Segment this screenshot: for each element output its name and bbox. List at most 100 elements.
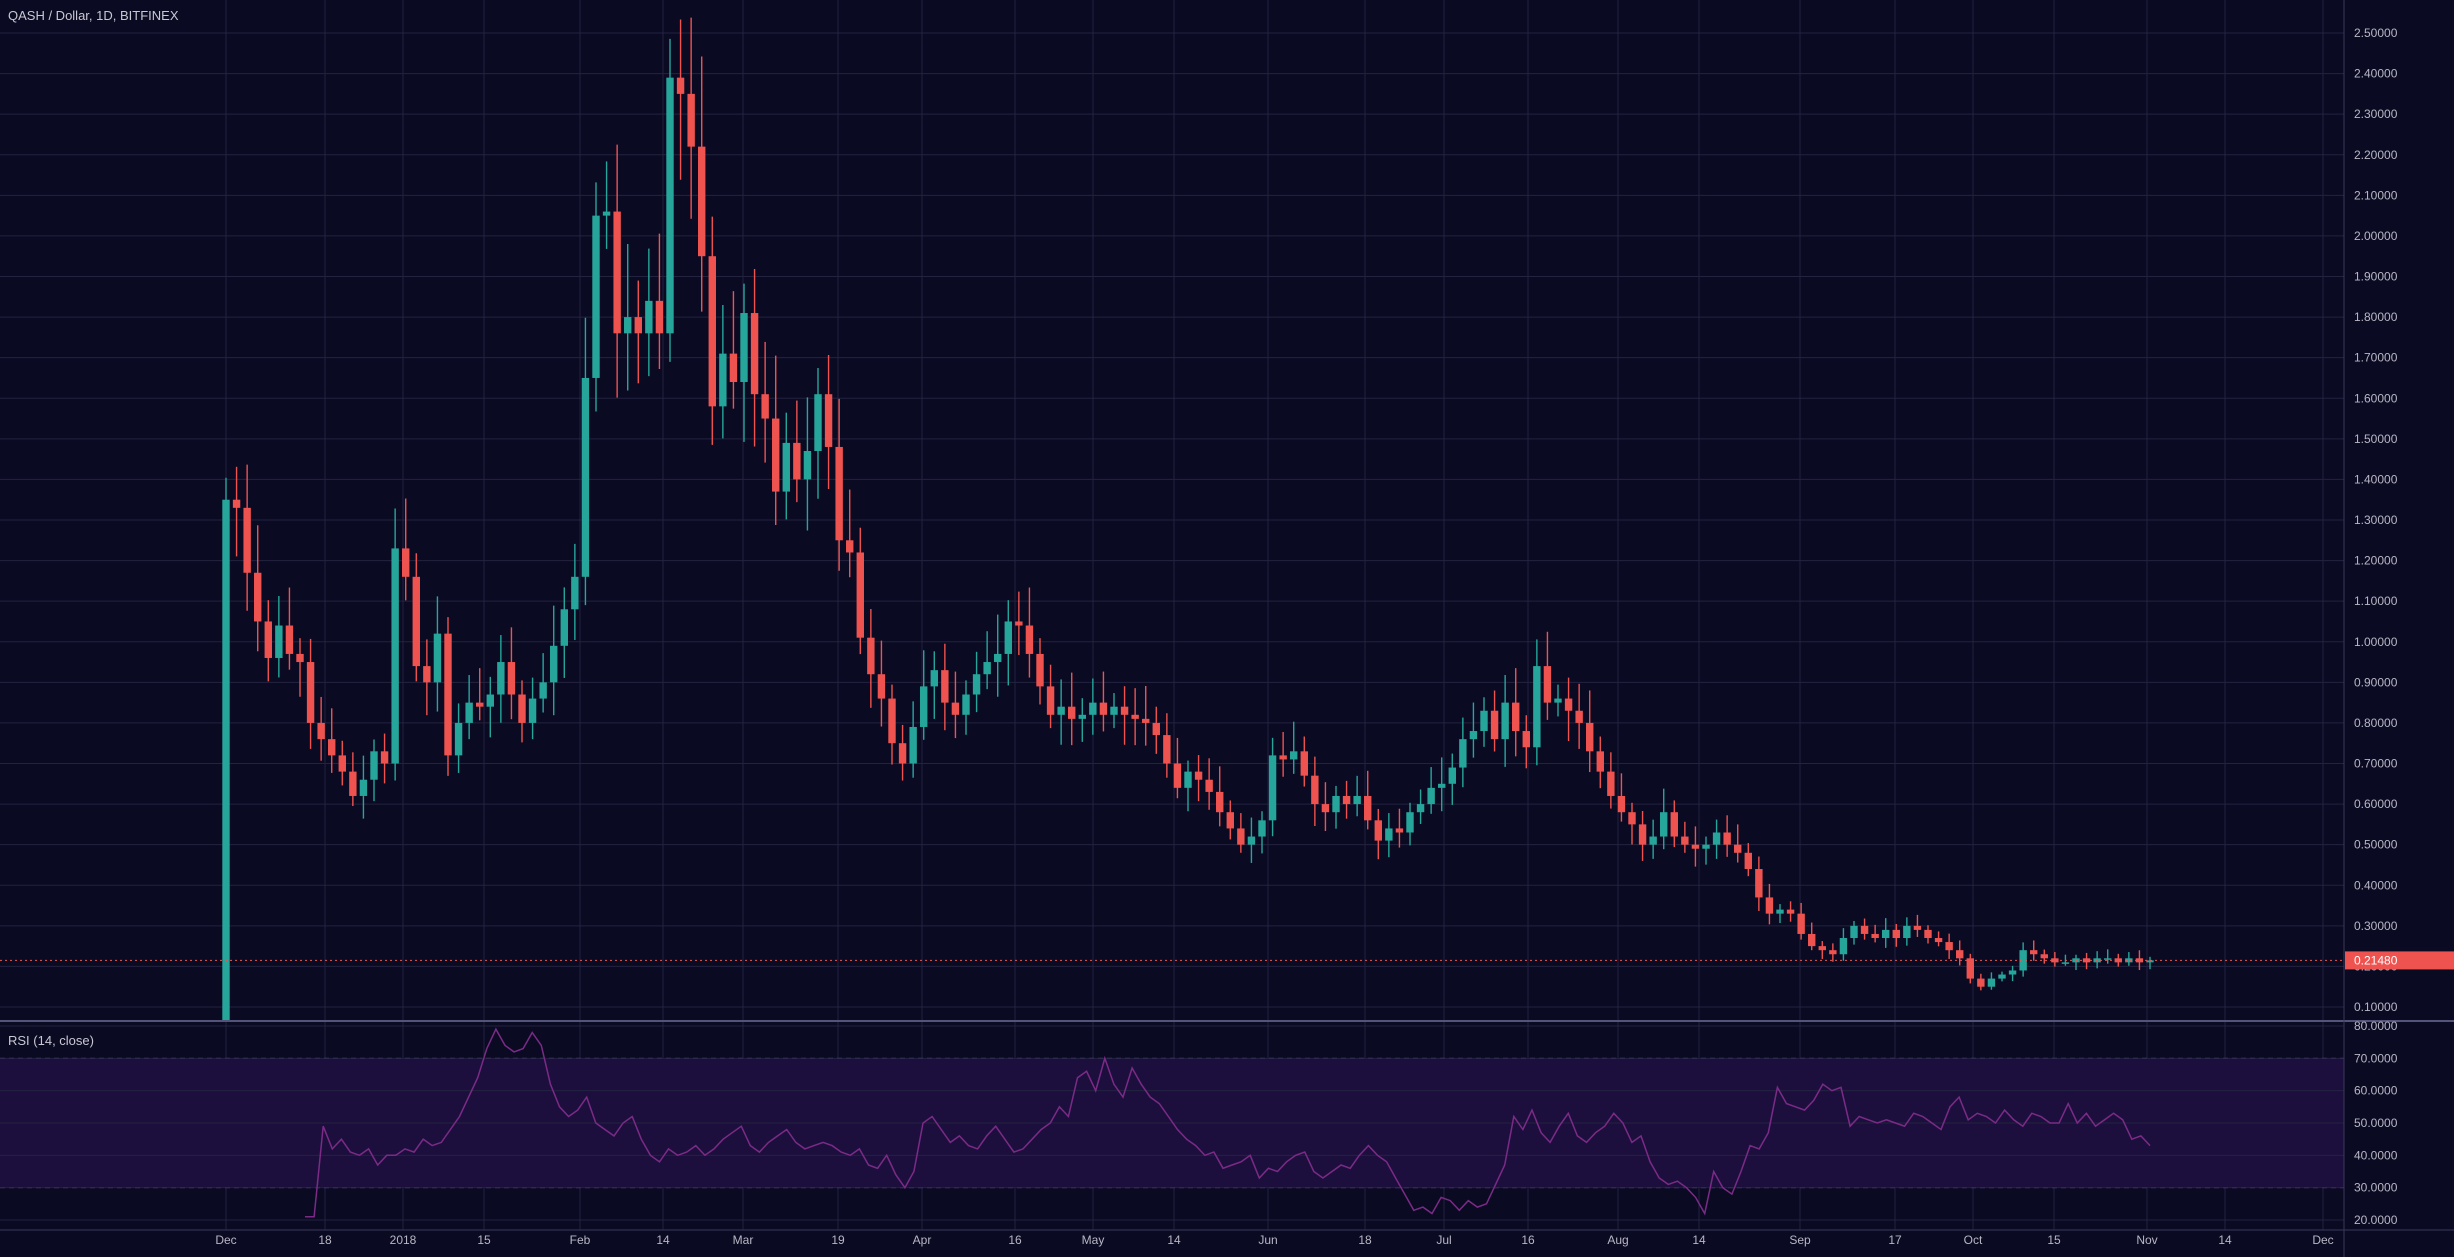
candle-body <box>1564 698 1573 711</box>
candle <box>698 56 706 312</box>
candle-body <box>1786 909 1795 914</box>
candle-body <box>1342 795 1351 805</box>
time-tick-label: Dec <box>215 1233 236 1247</box>
candle <box>1564 677 1573 742</box>
candle <box>1638 810 1647 861</box>
candle <box>486 676 494 738</box>
candle <box>581 317 590 606</box>
candle-body <box>1966 958 1974 979</box>
candle <box>465 675 473 740</box>
candle-body <box>1765 897 1774 914</box>
candle <box>1353 775 1361 817</box>
time-tick-label: 19 <box>831 1233 845 1247</box>
candle <box>655 233 664 370</box>
candle-body <box>507 662 516 695</box>
candle <box>1342 780 1351 819</box>
candle-body <box>1469 731 1478 740</box>
candle-body <box>1110 706 1118 715</box>
candle-body <box>497 662 505 695</box>
candle <box>1237 813 1245 853</box>
candle-body <box>1057 706 1065 715</box>
candle-body <box>1290 751 1298 760</box>
candle <box>1046 664 1055 729</box>
candle <box>1120 686 1129 745</box>
price-tick-label: 1.20000 <box>2354 554 2398 568</box>
candle-body <box>1903 925 1911 939</box>
candle <box>1617 773 1626 822</box>
candle-body <box>1924 929 1932 939</box>
candle-body <box>1279 755 1287 760</box>
candle <box>1163 713 1171 778</box>
candle-body <box>803 451 812 480</box>
candle <box>328 708 336 773</box>
candle <box>708 216 716 445</box>
time-tick-label: 14 <box>2218 1233 2232 1247</box>
candle-body <box>581 377 590 577</box>
candle-body <box>1459 739 1467 768</box>
price-tick-label: 1.40000 <box>2354 472 2398 486</box>
candle-body <box>666 77 674 334</box>
candle <box>317 696 325 761</box>
candle-body <box>761 394 769 419</box>
candle <box>1258 811 1266 854</box>
candle-body <box>232 499 241 508</box>
candle-body <box>1860 925 1869 934</box>
candle-body <box>1416 804 1425 813</box>
candle <box>1712 819 1721 859</box>
candle <box>666 38 674 362</box>
candle-body <box>2019 950 2027 971</box>
candle <box>1649 819 1657 859</box>
candle-body <box>1089 702 1097 715</box>
candle <box>370 739 378 802</box>
candle <box>1374 808 1382 860</box>
candle-body <box>1268 755 1277 821</box>
candle-body <box>391 548 399 764</box>
candle-body <box>645 300 653 334</box>
candle <box>624 244 632 391</box>
candle-body <box>1364 795 1372 821</box>
candle-body <box>655 300 664 334</box>
candle <box>1110 693 1118 729</box>
rsi-legend[interactable]: RSI (14, close) <box>8 1033 94 1048</box>
price-tick-label: 2.50000 <box>2354 26 2398 40</box>
candle-body <box>1818 946 1826 951</box>
candle <box>772 355 780 525</box>
candle <box>793 400 801 503</box>
price-tick-label: 1.80000 <box>2354 310 2398 324</box>
candle-body <box>1078 714 1086 719</box>
candle-body <box>1184 771 1192 788</box>
time-tick-label: Nov <box>2136 1233 2157 1247</box>
price-tick-label: 1.70000 <box>2354 351 2398 365</box>
candle-body <box>1194 771 1203 780</box>
candle-body <box>2061 962 2070 964</box>
time-tick-label: 16 <box>1521 1233 1535 1247</box>
price-tick-label: 0.90000 <box>2354 675 2398 689</box>
candle <box>1311 756 1319 826</box>
candle-body <box>550 645 558 683</box>
candle <box>2135 950 2144 971</box>
candle <box>1765 883 1774 925</box>
symbol-legend[interactable]: QASH / Dollar, 1D, BITFINEX <box>8 8 179 23</box>
price-tick-label: 0.60000 <box>2354 797 2398 811</box>
candle-body <box>1712 832 1721 845</box>
candle-body <box>1998 974 2006 979</box>
candle-body <box>846 540 854 553</box>
price-tick-label: 0.10000 <box>2354 1000 2398 1014</box>
candle <box>1173 737 1182 799</box>
candle-body <box>264 621 272 658</box>
candle <box>1533 639 1541 766</box>
time-tick-label: 2018 <box>390 1233 417 1247</box>
candle-body <box>772 418 780 492</box>
candle-body <box>1628 812 1636 825</box>
candle <box>1924 925 1932 944</box>
candle <box>1226 800 1234 840</box>
candle-body <box>285 625 294 654</box>
price-tick-label: 0.50000 <box>2354 838 2398 852</box>
candle-body <box>1490 710 1499 740</box>
candle-body <box>1681 836 1689 845</box>
candle <box>518 680 526 743</box>
candle <box>433 596 442 712</box>
candle <box>1903 917 1911 946</box>
